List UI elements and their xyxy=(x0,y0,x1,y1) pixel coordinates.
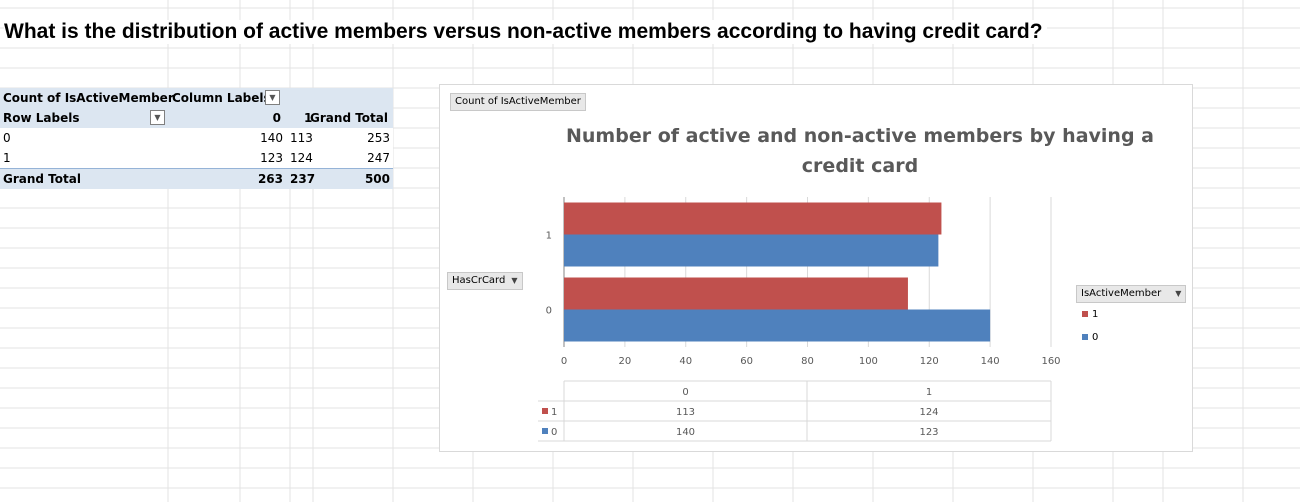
pivot-row: 1 123 124 247 xyxy=(0,148,393,168)
x-tick-label: 20 xyxy=(619,356,632,367)
chart-title-line-1: Number of active and non-active members … xyxy=(566,125,1154,147)
legend-label: 0 xyxy=(1092,332,1099,343)
value-field-button-label: Count of IsActiveMember xyxy=(455,96,581,107)
axis-field-button[interactable]: HasCrCard ▼ xyxy=(447,272,523,290)
chevron-down-icon: ▼ xyxy=(511,276,518,285)
pivot-chart[interactable]: Count of IsActiveMember Number of active… xyxy=(439,84,1193,452)
question-heading[interactable]: What is the distribution of active membe… xyxy=(4,20,1047,44)
chevron-down-icon: ▼ xyxy=(1175,289,1182,298)
data-table-series-name: 0 xyxy=(551,427,557,438)
x-tick-label: 40 xyxy=(679,356,692,367)
pivot-row: 0 140 113 253 xyxy=(0,128,393,148)
data-table-cell: 123 xyxy=(919,427,938,438)
legend-swatch-red xyxy=(1082,311,1088,317)
pivot-subheader-row: Row Labels ▼ 0 1 Grand Total xyxy=(0,108,393,128)
pivot-column-labels[interactable]: Column Labels xyxy=(172,91,271,105)
pivot-grand-total-label[interactable]: Grand Total xyxy=(3,172,81,186)
legend-field-button-label: IsActiveMember xyxy=(1081,288,1162,299)
pivot-cell[interactable]: 123 xyxy=(260,151,283,165)
legend-item-1[interactable]: 1 xyxy=(1082,309,1098,321)
data-table-header: 0 xyxy=(682,387,688,398)
legend-field-button[interactable]: IsActiveMember ▼ xyxy=(1076,285,1187,303)
bar-series-1-cat-1[interactable] xyxy=(564,202,942,235)
x-tick-label: 0 xyxy=(561,356,567,367)
y-tick-label: 1 xyxy=(546,231,552,242)
pivot-col-header-grand-total[interactable]: Grand Total xyxy=(310,111,388,125)
chart-title[interactable]: Number of active and non-active members … xyxy=(560,121,1160,181)
plot-area[interactable]: 0 20 40 60 80 100 120 140 160 0 1 0 1 1 113 124 0 140 123 xyxy=(440,85,1192,451)
x-tick-label: 160 xyxy=(1041,356,1060,367)
legend-item-0[interactable]: 0 xyxy=(1082,332,1098,344)
value-field-button[interactable]: Count of IsActiveMember xyxy=(450,93,586,111)
data-table-cell: 124 xyxy=(919,407,938,418)
data-table-cell: 140 xyxy=(676,427,695,438)
pivot-row-labels[interactable]: Row Labels xyxy=(3,111,80,125)
x-tick-label: 100 xyxy=(859,356,878,367)
row-labels-filter-icon[interactable]: ▼ xyxy=(150,110,165,125)
pivot-cell[interactable]: 124 xyxy=(290,151,313,165)
pivot-cell[interactable]: 247 xyxy=(367,151,390,165)
x-tick-label: 120 xyxy=(920,356,939,367)
axis-field-button-label: HasCrCard xyxy=(452,275,506,286)
bar-series-0-cat-1[interactable] xyxy=(564,234,939,267)
data-table-header: 1 xyxy=(926,387,932,398)
pivot-cell[interactable]: 140 xyxy=(260,131,283,145)
pivot-cell[interactable]: 253 xyxy=(367,131,390,145)
pivot-cell[interactable]: 113 xyxy=(290,131,313,145)
pivot-row-label[interactable]: 0 xyxy=(3,131,11,145)
x-tick-label: 60 xyxy=(740,356,753,367)
data-table-cell: 113 xyxy=(676,407,695,418)
y-tick-label: 0 xyxy=(546,306,552,317)
pivot-grand-total-cell[interactable]: 237 xyxy=(290,172,316,186)
x-tick-label: 80 xyxy=(801,356,814,367)
bar-series-0-cat-0[interactable] xyxy=(564,309,991,342)
x-tick-label: 140 xyxy=(981,356,1000,367)
column-labels-filter-icon[interactable]: ▼ xyxy=(265,90,280,105)
pivot-grand-total-row: Grand Total 263 237 500 xyxy=(0,168,393,189)
data-table-legend-key xyxy=(542,408,548,414)
legend-label: 1 xyxy=(1092,309,1099,320)
chart-title-line-2: credit card xyxy=(801,155,919,177)
pivot-value-field-label[interactable]: Count of IsActiveMember xyxy=(3,91,174,105)
pivot-col-header-0[interactable]: 0 xyxy=(272,111,281,125)
pivot-grand-total-cell[interactable]: 500 xyxy=(364,172,390,186)
data-table-legend-key xyxy=(542,428,548,434)
legend-swatch-blue xyxy=(1082,334,1088,340)
pivot-col-header-1[interactable]: 1 xyxy=(304,111,313,125)
pivot-row-label[interactable]: 1 xyxy=(3,151,11,165)
data-table-series-name: 1 xyxy=(551,407,557,418)
bar-series-1-cat-0[interactable] xyxy=(564,277,908,310)
pivot-grand-total-cell[interactable]: 263 xyxy=(257,172,283,186)
pivot-header-row: Count of IsActiveMember Column Labels ▼ xyxy=(0,88,393,108)
